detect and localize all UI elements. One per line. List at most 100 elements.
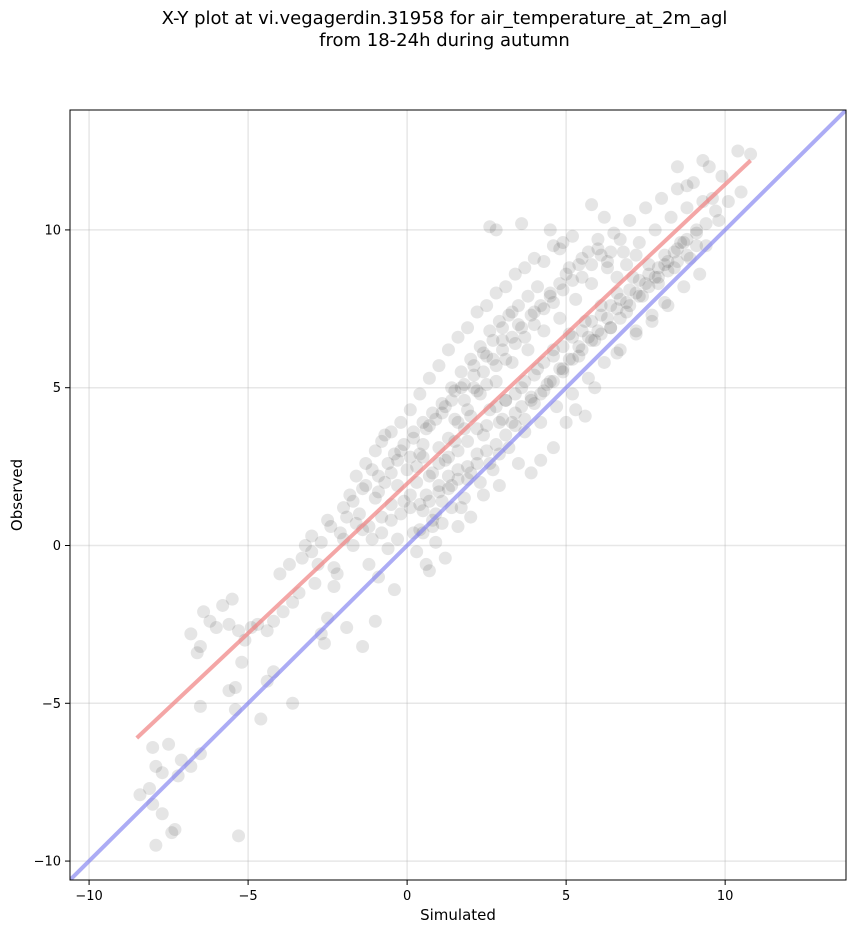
y-tick-label: 0 <box>53 539 61 554</box>
data-point <box>381 456 395 470</box>
data-point <box>209 621 223 635</box>
data-point <box>664 210 678 224</box>
data-point <box>620 296 634 309</box>
data-point <box>260 674 274 688</box>
data-point <box>225 592 239 606</box>
data-point <box>629 286 643 300</box>
data-point <box>648 223 662 237</box>
data-point <box>572 349 586 363</box>
data-point <box>470 447 484 461</box>
data-point <box>667 245 681 259</box>
data-point <box>572 258 586 272</box>
data-point <box>492 314 506 328</box>
data-point <box>556 340 570 354</box>
data-point <box>607 226 621 240</box>
data-point <box>483 324 497 338</box>
data-point <box>699 217 713 231</box>
data-point <box>553 242 567 256</box>
data-point <box>286 696 300 710</box>
data-point <box>680 201 694 215</box>
data-point <box>575 324 589 338</box>
data-point <box>254 712 268 726</box>
data-point <box>365 532 379 546</box>
data-point <box>426 466 440 480</box>
x-tick-label: −10 <box>75 889 102 904</box>
data-point <box>327 580 341 594</box>
data-point <box>559 415 573 429</box>
data-point <box>416 526 430 540</box>
y-tick-label: −10 <box>34 855 61 870</box>
data-point <box>556 365 570 379</box>
data-points <box>133 144 758 852</box>
data-point <box>661 254 675 268</box>
data-point <box>515 381 529 395</box>
data-point <box>435 396 449 410</box>
data-point <box>553 311 567 325</box>
data-point <box>489 286 503 300</box>
data-point <box>435 516 449 530</box>
data-point <box>419 557 433 571</box>
data-point <box>413 447 427 461</box>
data-point <box>642 267 656 281</box>
data-point <box>162 737 176 751</box>
data-point <box>368 444 382 458</box>
regression-line <box>135 159 752 740</box>
data-point <box>480 378 494 392</box>
data-point <box>642 280 656 294</box>
data-point <box>702 160 716 174</box>
data-point <box>562 327 576 341</box>
data-point <box>375 510 389 524</box>
data-point <box>565 387 579 401</box>
data-point <box>505 305 519 319</box>
data-point <box>384 425 398 439</box>
data-point <box>620 258 634 272</box>
data-point <box>168 823 182 837</box>
data-point <box>534 415 548 429</box>
data-point <box>499 428 513 442</box>
data-point <box>321 513 335 527</box>
data-point <box>604 245 618 259</box>
data-point <box>480 444 494 458</box>
data-point <box>461 460 475 474</box>
data-point <box>658 296 672 309</box>
chart-title: X-Y plot at vi.vegagerdin.31958 for air_… <box>161 8 728 29</box>
data-point <box>486 352 500 366</box>
data-point <box>572 340 586 354</box>
data-point <box>515 217 529 231</box>
data-point <box>585 258 599 272</box>
data-point <box>496 343 510 357</box>
data-point <box>391 453 405 467</box>
data-point <box>422 419 436 433</box>
data-point <box>174 753 188 767</box>
data-point <box>670 242 684 256</box>
data-point <box>537 384 551 398</box>
data-point <box>435 494 449 508</box>
data-point <box>585 333 599 347</box>
data-point <box>651 277 665 291</box>
data-point <box>432 479 446 493</box>
data-point <box>282 557 296 571</box>
data-point <box>527 396 541 410</box>
data-point <box>546 441 560 455</box>
data-point <box>467 381 481 395</box>
data-point <box>499 393 513 407</box>
data-point <box>581 245 595 259</box>
data-point <box>556 236 570 250</box>
data-point <box>496 321 510 335</box>
data-point <box>629 248 643 262</box>
data-point <box>559 267 573 281</box>
data-point <box>232 624 246 638</box>
data-point <box>416 438 430 452</box>
data-point <box>149 838 163 852</box>
data-point <box>575 343 589 357</box>
data-point <box>384 466 398 480</box>
data-point <box>505 415 519 429</box>
data-point <box>639 277 653 291</box>
data-point <box>651 270 665 284</box>
data-point <box>508 267 522 281</box>
data-point <box>441 343 455 357</box>
data-point <box>502 308 516 322</box>
data-point <box>486 463 500 477</box>
data-point <box>591 324 605 338</box>
data-point <box>629 324 643 338</box>
